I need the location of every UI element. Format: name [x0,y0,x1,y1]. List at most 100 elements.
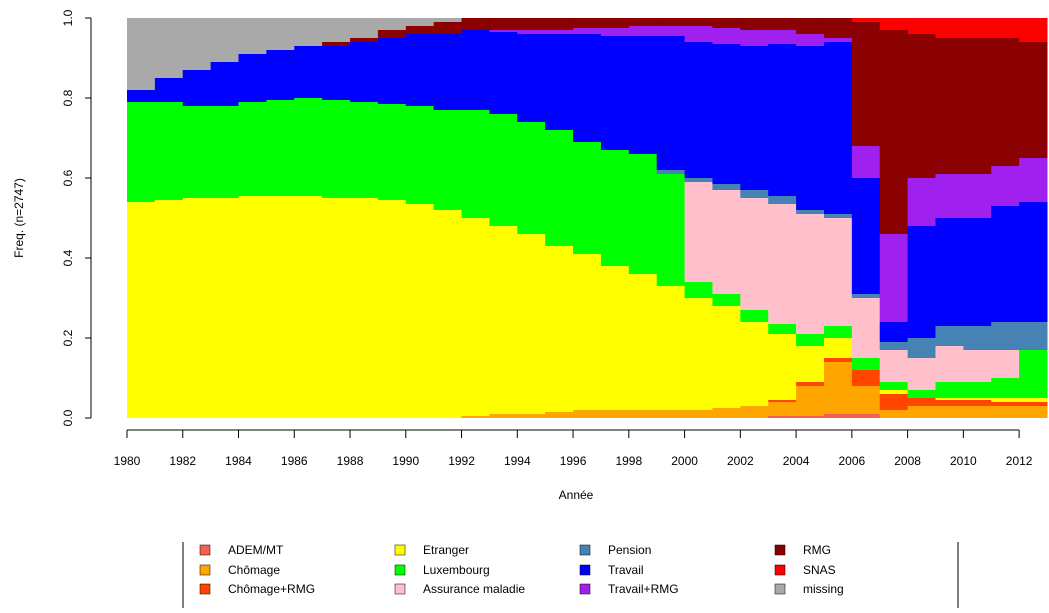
area-segment [517,414,546,418]
area-segment [991,398,1020,402]
area-segment [266,50,295,100]
area-segment [935,174,964,218]
area-segment [823,42,853,214]
area-segment [935,326,964,346]
area-segment [768,18,797,30]
area-segment [907,18,936,34]
area-segment [489,32,518,114]
area-segment [851,414,881,418]
area-segment [628,18,658,26]
area-segment [127,18,156,90]
area-segment [796,346,825,382]
legend-swatch [394,564,406,576]
area-segment [1019,158,1048,202]
area-segment [851,294,881,298]
area-segment [489,30,518,32]
area-segment [600,150,630,266]
area-segment [768,44,797,196]
area-segment [823,358,853,362]
area-segment [712,294,741,306]
x-tick-label: 1986 [281,454,308,468]
area-segment [768,204,797,324]
area-segment [377,104,407,200]
area-segment [182,106,212,198]
area-segment [127,90,156,102]
area-segment [1019,322,1048,350]
area-segment [350,38,379,42]
area-segment [712,190,741,294]
legend-label: Assurance maladie [423,582,525,596]
legend-label: missing [803,582,844,596]
area-segment [991,350,1020,378]
area-segment [1019,402,1048,406]
area-segment [963,398,992,400]
area-segment [768,334,797,400]
legend-label: RMG [803,543,831,557]
area-segment [879,18,909,30]
area-segment [517,34,546,122]
area-segment [879,234,909,322]
area-segment [740,30,769,46]
area-segment [907,358,936,390]
area-segment [684,410,713,418]
area-segment [823,38,853,42]
area-segment [991,378,1020,398]
area-segment [405,26,435,34]
legend-swatch [774,583,786,595]
area-segment [935,382,964,398]
area-segment [907,406,936,418]
area-segment [712,184,741,190]
y-tick-label: 1.0 [61,9,75,26]
legend-swatch [199,544,211,556]
area-segment [963,350,992,382]
area-segment [879,322,909,342]
area-segment [210,198,240,418]
area-segment [963,400,992,406]
area-segment [573,18,602,28]
area-segment [545,246,574,412]
area-segment [851,146,881,178]
x-tick-label: 2000 [671,454,698,468]
y-tick-label: 0.0 [61,409,75,426]
area-segment [461,18,490,30]
x-tick-label: 1992 [448,454,475,468]
area-segment [433,210,463,418]
area-segment [935,398,964,400]
area-segment [238,54,267,102]
area-segment [796,46,825,210]
area-segment [377,200,407,418]
area-segment [879,342,909,350]
area-segment [740,322,769,406]
area-segment [796,386,825,416]
legend-swatch [579,544,591,556]
area-segment [350,18,379,38]
area-segment [461,30,490,110]
area-segment [935,38,964,174]
area-segment [628,274,658,410]
area-segment [656,170,686,174]
area-segment [684,18,713,26]
area-segment [684,42,713,178]
area-segment [823,18,853,38]
area-segment [405,34,435,106]
area-segment [210,106,240,198]
area-segment [991,402,1020,406]
area-segment [489,114,518,226]
area-segment [600,28,630,36]
x-tick-label: 1980 [114,454,141,468]
x-tick-label: 1996 [560,454,587,468]
area-segment [517,18,546,30]
area-segment [182,198,212,418]
area-segment [823,362,853,414]
area-segment [656,286,686,410]
area-segment [963,174,992,218]
area-segment [851,22,881,146]
x-tick-label: 1998 [615,454,642,468]
area-segment [712,44,741,184]
area-segment [600,18,630,28]
area-segment [1019,350,1048,398]
legend-label: Chômage+RMG [228,582,315,596]
area-segment [991,38,1020,166]
area-segment [823,326,853,338]
area-segment [963,38,992,174]
